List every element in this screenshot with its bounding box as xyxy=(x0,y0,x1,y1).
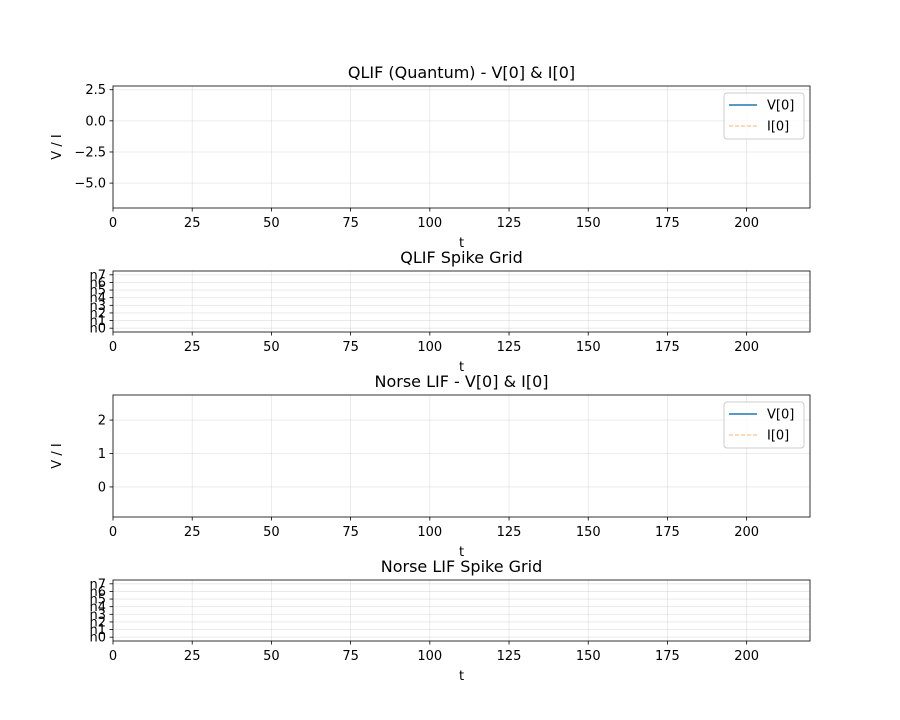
x-tick-label: 0 xyxy=(109,216,117,231)
x-tick-label: 175 xyxy=(655,649,680,664)
y-axis-label: V / I xyxy=(50,443,65,468)
y-tick-label: n4 xyxy=(89,600,106,615)
axes-frame xyxy=(112,394,811,518)
x-axis-label: t xyxy=(459,360,464,375)
y-tick-label: n0 xyxy=(89,322,106,337)
y-tick-label: n3 xyxy=(89,608,106,623)
x-tick-label: 125 xyxy=(497,525,522,540)
x-axis-label: t xyxy=(459,236,464,251)
legend-label: V[0] xyxy=(767,408,794,423)
x-tick-label: 25 xyxy=(184,649,201,664)
chart-title: QLIF Spike Grid xyxy=(400,248,522,267)
x-tick-label: 200 xyxy=(734,525,759,540)
y-axis-label: V / I xyxy=(50,134,65,159)
y-tick-label: 2.5 xyxy=(85,83,106,98)
y-tick-label: n2 xyxy=(89,306,106,321)
axes-frame xyxy=(112,85,811,209)
y-tick-label: −2.5 xyxy=(74,145,106,160)
x-tick-label: 100 xyxy=(417,649,442,664)
y-tick-label: n6 xyxy=(89,585,106,600)
y-tick-label: n3 xyxy=(89,299,106,314)
x-tick-label: 75 xyxy=(342,340,359,355)
x-axis-label: t xyxy=(459,669,464,684)
y-tick-label: 2 xyxy=(98,414,106,429)
x-tick-label: 175 xyxy=(655,340,680,355)
x-tick-label: 0 xyxy=(109,525,117,540)
y-tick-label: n6 xyxy=(89,276,106,291)
x-tick-label: 100 xyxy=(417,340,442,355)
subplot-0: 0 25 50 75 100 125 150 175 200 2.5 0.0 −2.5 −5.0 QLIF… xyxy=(50,63,811,251)
x-tick-label: 175 xyxy=(655,525,680,540)
y-tick-label: n0 xyxy=(89,631,106,646)
x-tick-label: 200 xyxy=(734,340,759,355)
x-tick-label: 150 xyxy=(576,525,601,540)
x-tick-label: 50 xyxy=(263,340,280,355)
x-tick-label: 75 xyxy=(342,525,359,540)
y-tick-label: n7 xyxy=(89,268,106,283)
y-tick-label: n7 xyxy=(89,577,106,592)
x-tick-label: 0 xyxy=(109,649,117,664)
subplot-2: 0 25 50 75 100 125 150 175 200 2 1 0 Norse LIF - V[0… xyxy=(50,372,811,560)
x-tick-label: 150 xyxy=(576,649,601,664)
legend: V[0] I[0] xyxy=(723,401,805,449)
x-tick-label: 50 xyxy=(263,216,280,231)
legend-label: I[0] xyxy=(767,120,789,135)
legend: V[0] I[0] xyxy=(723,92,805,140)
x-tick-label: 100 xyxy=(417,216,442,231)
x-tick-label: 125 xyxy=(497,340,522,355)
y-tick-label: −5.0 xyxy=(74,177,106,192)
x-axis-label: t xyxy=(459,545,464,560)
y-tick-label: n2 xyxy=(89,615,106,630)
x-tick-label: 200 xyxy=(734,649,759,664)
y-tick-label: 1 xyxy=(98,447,106,462)
chart-title: Norse LIF - V[0] & I[0] xyxy=(374,372,548,391)
axes-frame xyxy=(112,270,811,333)
x-tick-label: 75 xyxy=(342,216,359,231)
legend-label: V[0] xyxy=(767,99,794,114)
x-tick-label: 125 xyxy=(497,649,522,664)
x-tick-label: 100 xyxy=(417,525,442,540)
y-tick-label: 0.0 xyxy=(85,114,106,129)
x-tick-label: 125 xyxy=(497,216,522,231)
y-tick-label: n4 xyxy=(89,291,106,306)
x-tick-label: 150 xyxy=(576,216,601,231)
x-tick-label: 200 xyxy=(734,216,759,231)
x-tick-label: 50 xyxy=(263,649,280,664)
x-tick-label: 150 xyxy=(576,340,601,355)
y-tick-label: n5 xyxy=(89,284,106,299)
x-tick-label: 50 xyxy=(263,525,280,540)
legend-label: I[0] xyxy=(767,429,789,444)
x-tick-label: 25 xyxy=(184,216,201,231)
y-tick-label: n1 xyxy=(89,314,106,329)
x-tick-label: 75 xyxy=(342,649,359,664)
y-tick-label: 0 xyxy=(98,480,106,495)
axes-frame xyxy=(112,579,811,642)
x-tick-label: 25 xyxy=(184,340,201,355)
x-tick-label: 175 xyxy=(655,216,680,231)
x-tick-label: 25 xyxy=(184,525,201,540)
chart-title: Norse LIF Spike Grid xyxy=(381,557,542,576)
y-tick-label: n5 xyxy=(89,593,106,608)
x-tick-label: 0 xyxy=(109,340,117,355)
chart-title: QLIF (Quantum) - V[0] & I[0] xyxy=(348,63,575,82)
y-tick-label: n1 xyxy=(89,623,106,638)
